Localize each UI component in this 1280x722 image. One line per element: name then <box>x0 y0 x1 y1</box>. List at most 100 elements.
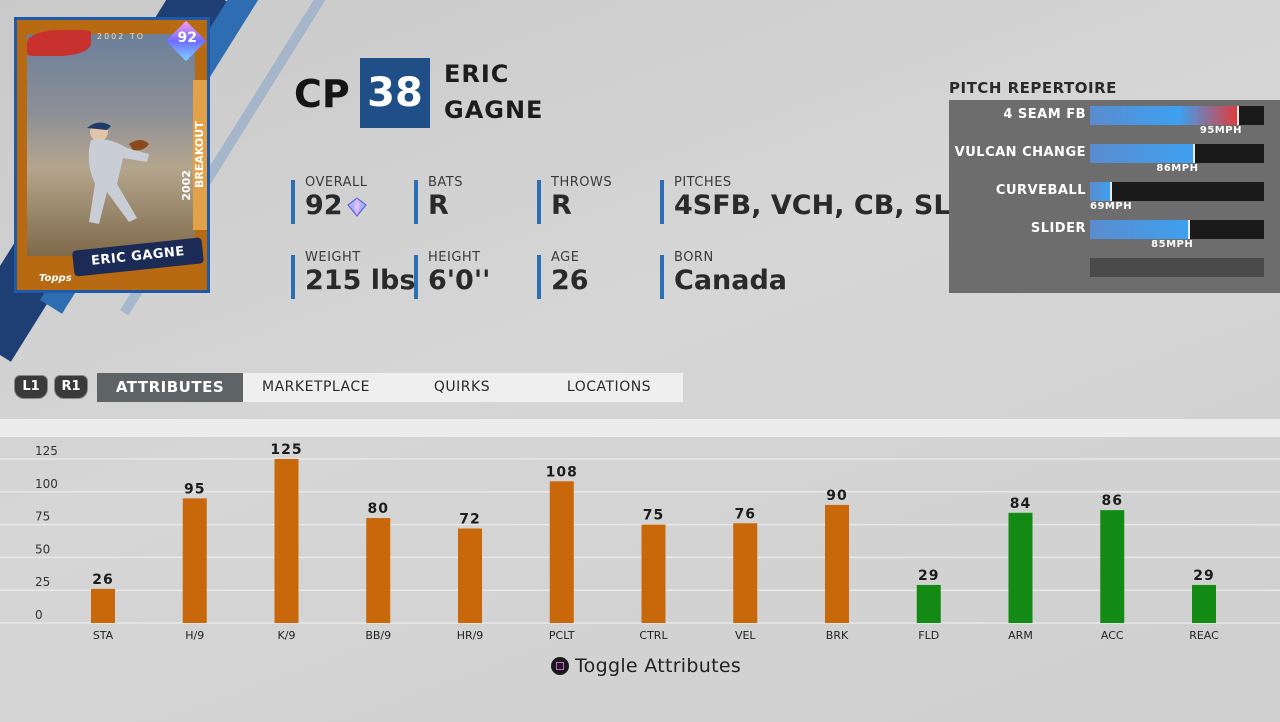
stat-label: THROWS <box>551 175 613 190</box>
tab-locations[interactable]: LOCATIONS <box>566 379 652 395</box>
stat-label: BATS <box>428 175 463 190</box>
pitch-speed-fill <box>1090 144 1195 163</box>
x-tick-label: BRK <box>826 629 849 642</box>
stat-label: AGE <box>551 250 580 265</box>
stat-value: 215 lbs <box>305 265 416 296</box>
player-photo <box>27 34 195 256</box>
stat-height: HEIGHT 6'0'' <box>414 251 491 299</box>
x-tick-label: K/9 <box>278 629 296 642</box>
player-last-name: GAGNE <box>444 96 544 124</box>
y-tick-label: 50 <box>35 542 50 556</box>
player-number: 38 <box>360 58 430 128</box>
stat-overall: OVERALL 92 <box>291 176 368 224</box>
stat-value: 4SFB, VCH, CB, SL <box>674 190 951 221</box>
bar-value-label: 95 <box>184 481 205 497</box>
tab-bar: ATTRIBUTES MARKETPLACE QUIRKS LOCATIONS <box>97 373 683 402</box>
bar-vel <box>733 523 758 623</box>
pitch-name: CURVEBALL <box>995 183 1086 198</box>
x-tick-label: PCLT <box>549 629 575 642</box>
bar-value-label: 76 <box>735 506 756 522</box>
pitch-speed-bar <box>1090 144 1264 163</box>
stat-pitches: PITCHES 4SFB, VCH, CB, SL <box>660 176 951 224</box>
pitch-speed-bar <box>1090 220 1264 239</box>
pitch-speed-bar <box>1090 106 1264 125</box>
pitch-speed-label: 86MPH <box>1156 163 1199 174</box>
x-tick-label: VEL <box>735 629 756 642</box>
bar-value-label: 90 <box>826 488 847 504</box>
bar-reac <box>1192 584 1216 623</box>
pitch-name: 4 SEAM FB <box>1003 107 1086 122</box>
stat-value: Canada <box>674 265 788 296</box>
card-series: BREAKOUT <box>193 80 207 230</box>
x-tick-label: REAC <box>1189 629 1219 642</box>
pitch-speed-marker <box>1109 182 1112 201</box>
x-tick-label: HR/9 <box>457 629 484 642</box>
pitch-speed-label: 69MPH <box>1090 201 1133 212</box>
attributes-chart: 0 25 50 75 100 125 26 STA 95 H/9 125 K/9 80 BB/9 72 HR/… <box>0 442 1280 642</box>
player-position: CP <box>294 72 350 116</box>
x-tick-label: FLD <box>918 629 939 642</box>
bar-value-label: 29 <box>918 568 939 584</box>
stat-value: R <box>551 190 572 221</box>
pitch-speed-marker <box>1236 106 1239 125</box>
pitch-row: VULCAN CHANGE 86MPH <box>949 138 1280 176</box>
bar-value-label: 80 <box>368 501 389 517</box>
bar-ctrl <box>641 524 666 623</box>
bar-h9 <box>182 498 207 623</box>
bar-arm <box>1008 512 1033 623</box>
bar-value-label: 84 <box>1010 496 1031 512</box>
pitch-name: VULCAN CHANGE <box>954 145 1086 160</box>
bar-hr9 <box>458 528 482 623</box>
x-tick-label: BB/9 <box>365 629 391 642</box>
pitch-speed-marker <box>1188 220 1191 239</box>
bar-value-label: 86 <box>1102 493 1123 509</box>
bar-value-label: 26 <box>92 572 113 588</box>
bar-pclt <box>549 481 574 623</box>
stat-label: WEIGHT <box>305 250 361 265</box>
stat-label: OVERALL <box>305 175 368 190</box>
bar-fld <box>916 584 941 623</box>
stat-value: 92 <box>305 190 343 221</box>
pitch-speed-marker <box>1193 144 1196 163</box>
l1-button[interactable]: L1 <box>14 375 48 399</box>
toggle-label: Toggle Attributes <box>575 655 742 677</box>
pitch-speed-bar <box>1090 182 1264 201</box>
square-button-icon <box>551 657 569 675</box>
card-rating: 92 <box>177 30 197 46</box>
y-tick-label: 25 <box>35 575 50 589</box>
stat-label: HEIGHT <box>428 250 481 265</box>
tab-marketplace[interactable]: MARKETPLACE <box>262 379 370 395</box>
stat-throws: THROWS R <box>537 176 612 224</box>
bar-acc <box>1100 510 1125 623</box>
pitch-speed-fill <box>1090 106 1238 125</box>
r1-button[interactable]: R1 <box>54 375 88 399</box>
pitch-row: CURVEBALL 69MPH <box>949 176 1280 214</box>
stat-born: BORN Canada <box>660 251 788 299</box>
bar-bb9 <box>366 518 391 623</box>
stat-weight: WEIGHT 215 lbs <box>291 251 416 299</box>
toggle-attributes-hint[interactable]: Toggle Attributes <box>551 655 741 677</box>
tab-quirks[interactable]: QUIRKS <box>433 379 491 395</box>
x-tick-label: CTRL <box>639 629 668 642</box>
player-silhouette <box>87 122 149 224</box>
repertoire-panel: 4 SEAM FB 95MPH VULCAN CHANGE 86MPH CURV… <box>949 100 1280 293</box>
bar-value-label: 75 <box>643 508 664 524</box>
x-tick-label: H/9 <box>185 629 204 642</box>
pitch-row: 4 SEAM FB 95MPH <box>949 100 1280 138</box>
x-tick-label: ACC <box>1101 629 1124 642</box>
chart-header-band <box>0 419 1280 437</box>
card-top-text: 2002 TO <box>97 32 146 41</box>
bar-value-label: 29 <box>1193 568 1214 584</box>
pitch-row: SLIDER 85MPH <box>949 214 1280 252</box>
card-year: 2002 <box>180 170 193 201</box>
pitch-speed-label: 85MPH <box>1151 239 1194 250</box>
y-tick-label: 0 <box>35 608 43 622</box>
pitch-speed-fill <box>1090 220 1190 239</box>
diamond-icon <box>346 196 367 217</box>
bar-value-label: 125 <box>270 442 302 458</box>
stat-value: R <box>428 190 449 221</box>
stat-label: BORN <box>674 250 714 265</box>
stat-value: 6'0'' <box>428 265 491 296</box>
stat-bats: BATS R <box>414 176 463 224</box>
tab-attributes[interactable]: ATTRIBUTES <box>97 373 243 402</box>
